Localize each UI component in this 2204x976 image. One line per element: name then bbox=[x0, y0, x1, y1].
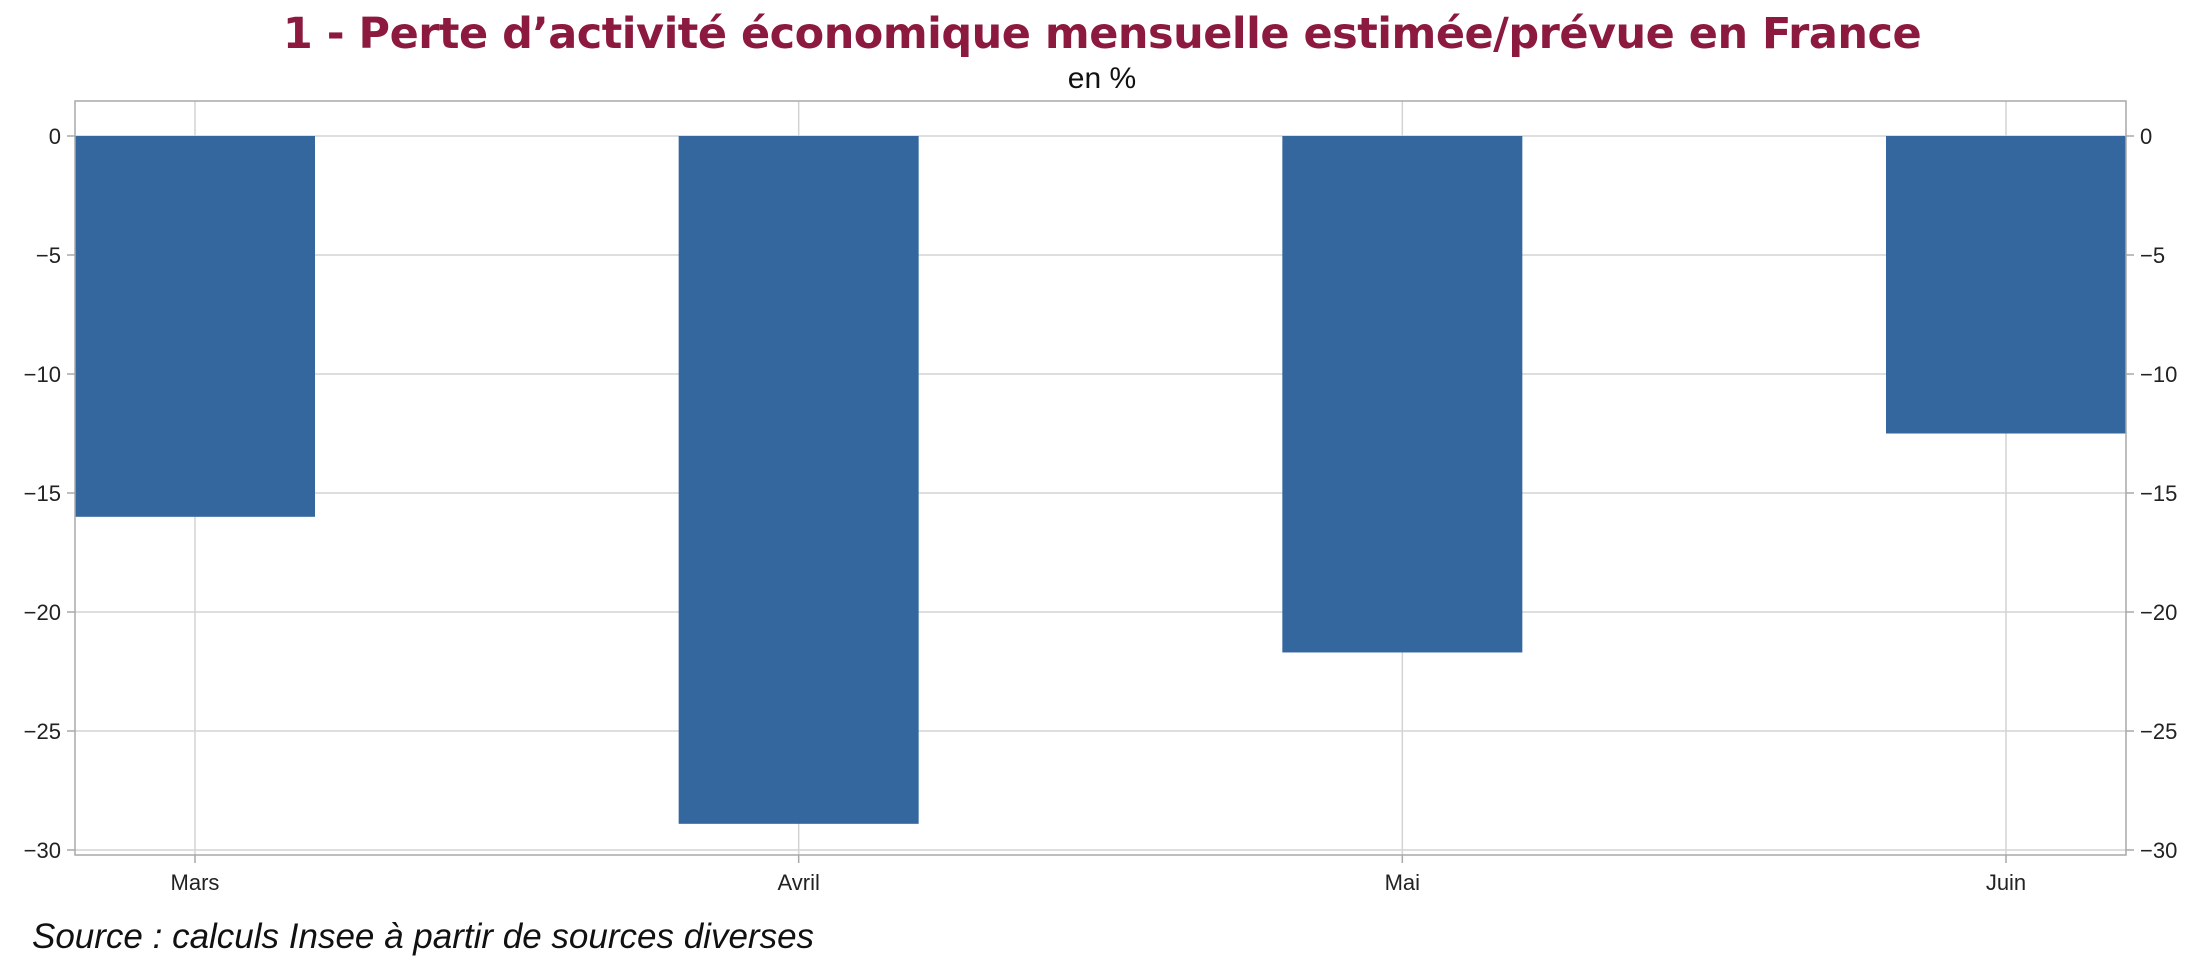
y-tick-label-left: −15 bbox=[24, 481, 61, 506]
y-tick-label-right: −30 bbox=[2140, 838, 2177, 863]
y-tick-label-left: −25 bbox=[24, 719, 61, 744]
bar-mai bbox=[1282, 136, 1523, 653]
chart-subtitle: en % bbox=[1067, 62, 1137, 95]
bars bbox=[75, 136, 2126, 824]
y-tick-label-left: −10 bbox=[24, 362, 61, 387]
y-tick-label-right: −10 bbox=[2140, 362, 2177, 387]
y-tick-label-right: −15 bbox=[2140, 481, 2177, 506]
x-tick-label: Juin bbox=[1986, 870, 2026, 895]
x-tick-label: Mars bbox=[171, 870, 220, 895]
bar-mars bbox=[75, 136, 315, 517]
y-tick-label-left: −20 bbox=[24, 600, 61, 625]
y-tick-label-right: −5 bbox=[2140, 243, 2165, 268]
bar-avril bbox=[678, 136, 919, 824]
y-tick-label-right: −25 bbox=[2140, 719, 2177, 744]
source-note: Source : calculs Insee à partir de sourc… bbox=[32, 917, 815, 956]
chart-title: 1 - Perte d’activité économique mensuell… bbox=[282, 9, 1922, 59]
bar-juin bbox=[1886, 136, 2126, 434]
y-tick-label-right: −20 bbox=[2140, 600, 2177, 625]
x-tick-label: Mai bbox=[1385, 870, 1420, 895]
y-tick-label-right: 0 bbox=[2140, 124, 2152, 149]
x-tick-label: Avril bbox=[777, 870, 819, 895]
plot-frame bbox=[74, 100, 2127, 856]
y-tick-label-left: −5 bbox=[36, 243, 61, 268]
gridlines bbox=[75, 101, 2126, 855]
y-tick-label-left: 0 bbox=[49, 124, 61, 149]
tick-labels: 0 0 −5 −5 −10 −10 −15 −15 −20 −20 −25 −25 −30 −30 Mars… bbox=[24, 124, 2178, 895]
y-tick-label-left: −30 bbox=[24, 838, 61, 863]
